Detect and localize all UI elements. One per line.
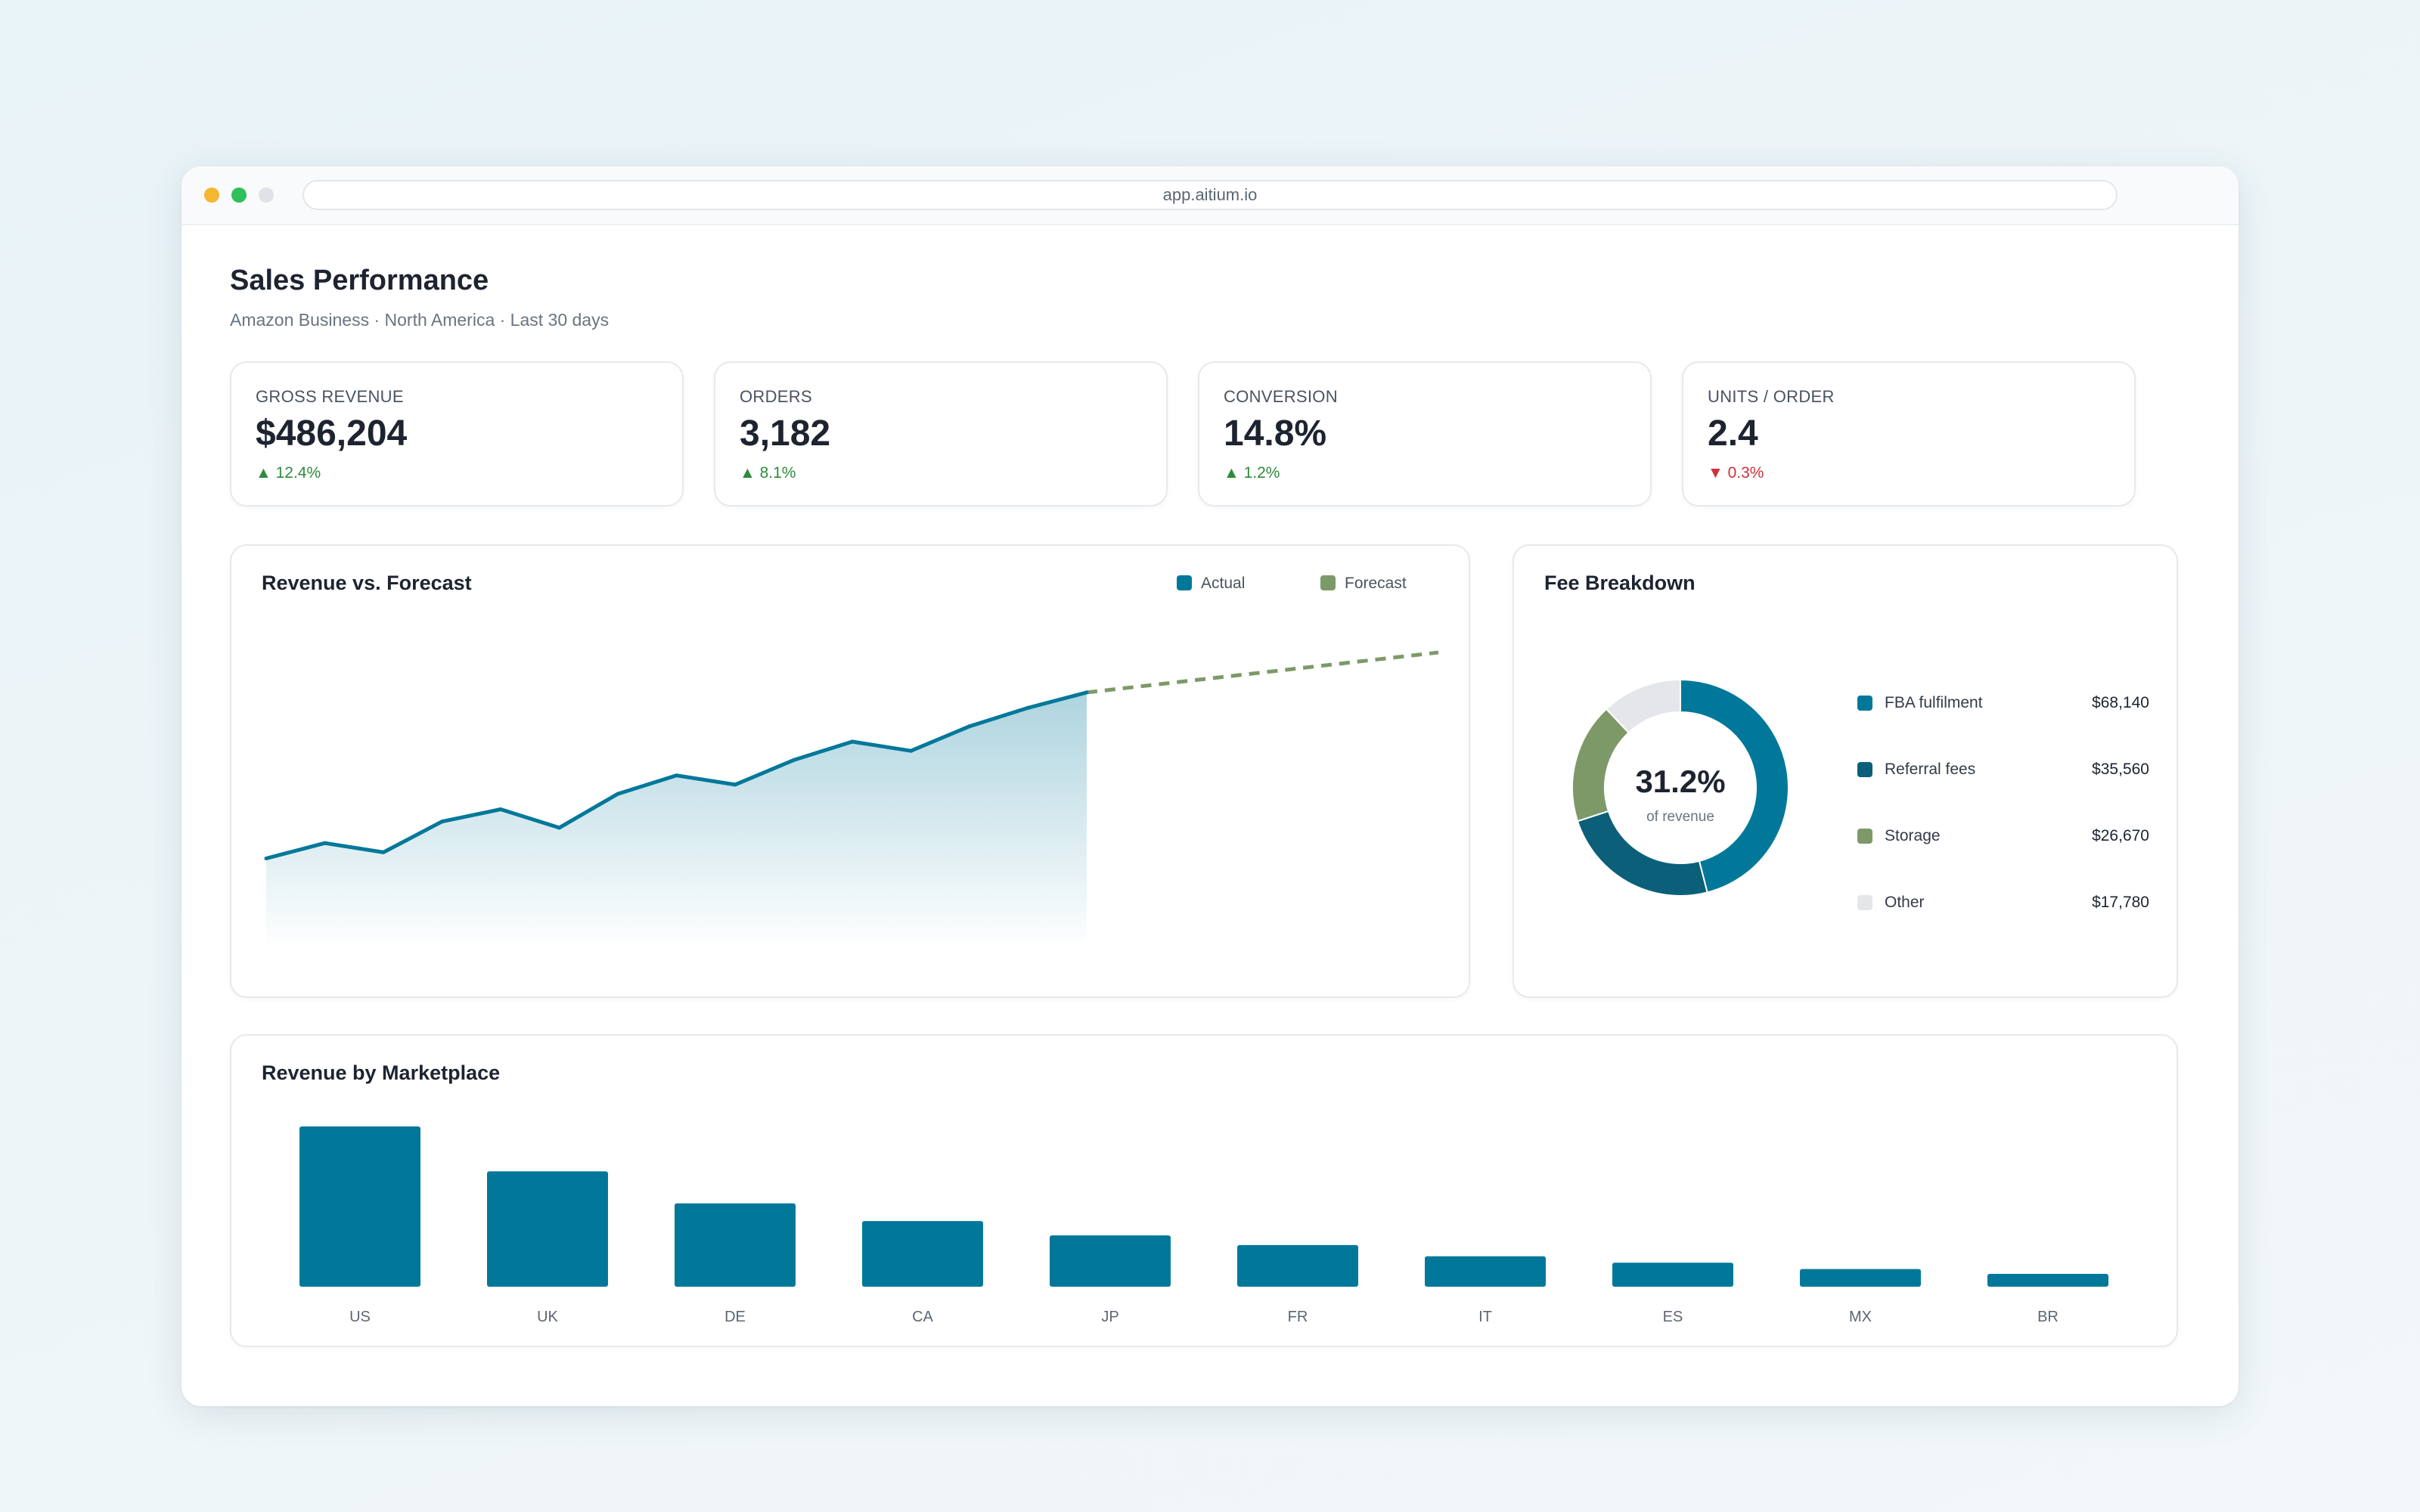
donut-center-value: 31.2% bbox=[1635, 764, 1725, 799]
bar-label-uk: UK bbox=[537, 1309, 558, 1325]
kpi-card-units-per-order[interactable]: UNITS / ORDER 2.4 ▼ 0.3% bbox=[1682, 361, 2136, 507]
legend-actual: Actual bbox=[1177, 575, 1245, 593]
browser-titlebar: app.aitium.io bbox=[182, 166, 2238, 225]
fee-swatch bbox=[1857, 696, 1872, 711]
donut-slice-other[interactable] bbox=[1605, 678, 1681, 734]
actual-area-fill bbox=[266, 692, 1087, 950]
actual-point-1 bbox=[264, 857, 268, 861]
bar-label-it: IT bbox=[1478, 1309, 1492, 1325]
fee-swatch bbox=[1857, 762, 1872, 777]
actual-point-14 bbox=[1026, 705, 1030, 710]
kpi-delta: ▲ 8.1% bbox=[740, 464, 796, 482]
donut-center-label: of revenue bbox=[1646, 809, 1714, 825]
kpi-label: UNITS / ORDER bbox=[1708, 387, 1835, 406]
bar-label-de: DE bbox=[724, 1309, 746, 1325]
actual-point-15 bbox=[1084, 690, 1089, 695]
bar-us[interactable] bbox=[299, 1126, 420, 1287]
kpi-value: 2.4 bbox=[1708, 414, 1758, 454]
bar-label-br: BR bbox=[2037, 1309, 2059, 1325]
legend-forecast-label: Forecast bbox=[1345, 575, 1407, 592]
bar-label-es: ES bbox=[1663, 1309, 1683, 1325]
actual-point-7 bbox=[616, 792, 620, 796]
revenue-forecast-title: Revenue vs. Forecast bbox=[262, 572, 472, 594]
legend-forecast-swatch bbox=[1320, 575, 1336, 590]
revenue-forecast-panel: Revenue vs. Forecast Actual Forecast bbox=[230, 544, 1470, 998]
bar-fr[interactable] bbox=[1237, 1244, 1358, 1287]
bar-it[interactable] bbox=[1425, 1256, 1546, 1287]
bar-uk[interactable] bbox=[487, 1171, 608, 1287]
bar-de[interactable] bbox=[675, 1203, 796, 1287]
kpi-delta: ▼ 0.3% bbox=[1708, 464, 1764, 482]
bar-br[interactable] bbox=[1987, 1274, 2108, 1287]
fee-breakdown-panel: Fee Breakdown 31.2% of revenue FBA fulfi… bbox=[1512, 544, 2178, 998]
kpi-value: $486,204 bbox=[256, 414, 408, 454]
maximize-dot-icon[interactable] bbox=[231, 187, 247, 203]
actual-point-13 bbox=[967, 724, 972, 729]
actual-point-4 bbox=[440, 820, 444, 824]
fee-name: Storage bbox=[1885, 827, 1941, 844]
bar-jp[interactable] bbox=[1050, 1235, 1171, 1287]
revenue-forecast-chart bbox=[264, 650, 1439, 950]
fee-donut-chart: 31.2% of revenue bbox=[1571, 678, 1789, 897]
url-bar[interactable]: app.aitium.io bbox=[302, 180, 2118, 210]
fee-name: Other bbox=[1885, 894, 1925, 911]
kpi-value: 3,182 bbox=[740, 414, 831, 454]
kpi-card-conversion[interactable]: CONVERSION 14.8% ▲ 1.2% bbox=[1198, 361, 1652, 507]
bar-es[interactable] bbox=[1612, 1263, 1733, 1287]
legend-forecast: Forecast bbox=[1320, 575, 1407, 593]
fee-row-referral: Referral fees $35,560 bbox=[1514, 759, 2180, 782]
fee-swatch bbox=[1857, 829, 1872, 844]
actual-point-2 bbox=[323, 841, 327, 845]
bar-label-fr: FR bbox=[1288, 1309, 1308, 1325]
kpi-delta: ▲ 12.4% bbox=[256, 464, 321, 482]
actual-point-10 bbox=[792, 758, 796, 762]
actual-point-11 bbox=[850, 739, 855, 744]
kpi-label: GROSS REVENUE bbox=[256, 387, 404, 406]
fee-name: Referral fees bbox=[1885, 761, 1976, 778]
bar-ca[interactable] bbox=[862, 1221, 983, 1287]
actual-point-12 bbox=[909, 748, 913, 753]
legend-actual-swatch bbox=[1177, 575, 1192, 590]
bar-label-ca: CA bbox=[912, 1309, 933, 1325]
fee-row-storage: Storage $26,670 bbox=[1514, 826, 2180, 848]
marketplace-panel: Revenue by Marketplace US UK DE CA JP FR IT ES M… bbox=[230, 1034, 2178, 1347]
marketplace-title: Revenue by Marketplace bbox=[262, 1061, 501, 1084]
forecast-series-line bbox=[1086, 650, 1439, 695]
close-dot-icon[interactable] bbox=[259, 187, 274, 203]
page-title: Sales Performance bbox=[230, 265, 489, 296]
fee-breakdown-title: Fee Breakdown bbox=[1544, 572, 1696, 594]
bar-label-us: US bbox=[349, 1309, 371, 1325]
kpi-label: ORDERS bbox=[740, 387, 812, 406]
fee-row-fba: FBA fulfilment $68,140 bbox=[1514, 692, 2180, 715]
kpi-value: 14.8% bbox=[1224, 414, 1327, 454]
fee-amount: $35,560 bbox=[2092, 761, 2149, 778]
bar-mx[interactable] bbox=[1800, 1269, 1921, 1287]
actual-point-9 bbox=[733, 782, 737, 787]
fee-amount: $68,140 bbox=[2092, 694, 2149, 711]
actual-point-6 bbox=[557, 826, 561, 830]
legend-actual-label: Actual bbox=[1201, 575, 1246, 592]
fee-amount: $17,780 bbox=[2092, 894, 2149, 911]
actual-point-8 bbox=[675, 773, 678, 778]
bar-label-mx: MX bbox=[1849, 1309, 1872, 1325]
fee-swatch bbox=[1857, 895, 1872, 910]
minimize-dot-icon[interactable] bbox=[204, 187, 219, 203]
kpi-card-orders[interactable]: ORDERS 3,182 ▲ 8.1% bbox=[714, 361, 1168, 507]
fee-name: FBA fulfilment bbox=[1885, 694, 1983, 711]
actual-point-3 bbox=[381, 850, 386, 854]
kpi-card-gross-revenue[interactable]: GROSS REVENUE $486,204 ▲ 12.4% bbox=[230, 361, 684, 507]
fee-amount: $26,670 bbox=[2092, 827, 2149, 844]
marketplace-bar-chart: US UK DE CA JP FR IT ES MX BR bbox=[299, 1126, 2108, 1325]
browser-window: app.aitium.io Sales Performance Amazon B… bbox=[182, 166, 2238, 1406]
fee-row-other: Other $17,780 bbox=[1514, 892, 2180, 915]
kpi-delta: ▲ 1.2% bbox=[1224, 464, 1280, 482]
kpi-label: CONVERSION bbox=[1224, 387, 1338, 406]
donut-slice-fba-fulfilment[interactable] bbox=[1680, 678, 1789, 894]
page-subtitle: Amazon Business · North America · Last 3… bbox=[230, 310, 610, 330]
actual-point-5 bbox=[498, 807, 503, 811]
bar-label-jp: JP bbox=[1101, 1309, 1118, 1325]
